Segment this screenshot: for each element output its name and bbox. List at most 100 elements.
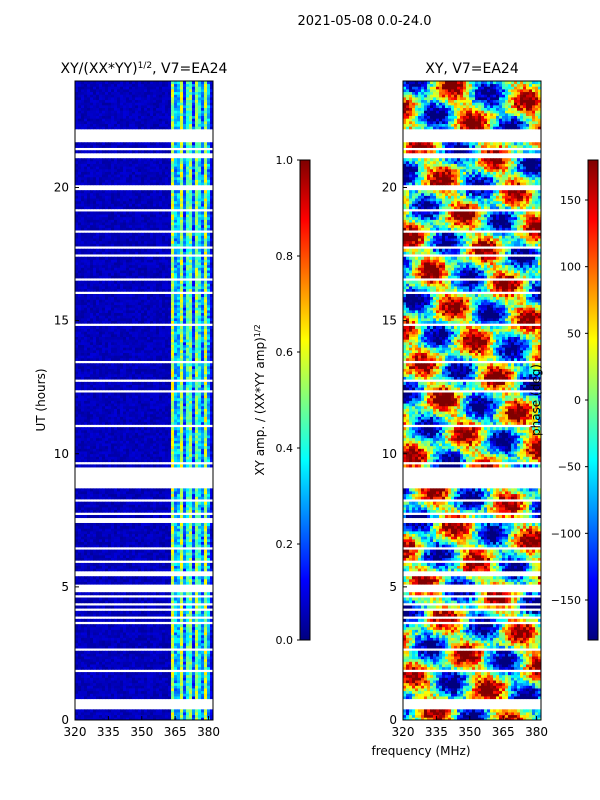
heatmap-cell: [204, 557, 208, 561]
heatmap-cell: [78, 349, 82, 353]
heatmap-cell: [183, 403, 187, 407]
heatmap-cell: [84, 565, 88, 569]
heatmap-cell: [210, 642, 213, 646]
heatmap-cell: [207, 376, 211, 380]
heatmap-cell: [207, 501, 211, 505]
heatmap-cell: [78, 610, 82, 614]
heatmap-cell: [96, 597, 100, 601]
heatmap-cell: [159, 440, 163, 444]
heatmap-cell: [138, 339, 142, 343]
heatmap-cell: [132, 488, 136, 492]
heatmap-cell: [84, 536, 88, 540]
heatmap-cell: [114, 432, 118, 436]
heatmap-cell: [153, 538, 157, 543]
heatmap-cell: [147, 696, 151, 700]
heatmap-cell: [102, 429, 106, 433]
heatmap-cell: [165, 554, 169, 558]
heatmap-cell: [153, 344, 157, 348]
heatmap-cell: [120, 672, 124, 676]
heatmap-cell: [87, 440, 91, 444]
heatmap-cell: [126, 568, 130, 572]
heatmap-cell: [171, 634, 175, 638]
heatmap-cell: [87, 714, 91, 718]
heatmap-cell: [171, 411, 175, 415]
heatmap-cell: [90, 645, 94, 649]
heatmap-cell: [177, 408, 181, 412]
heatmap-cell: [201, 496, 205, 500]
heatmap-cell: [153, 445, 157, 449]
heatmap-cell: [129, 403, 133, 407]
heatmap-cell: [192, 400, 196, 404]
heatmap-cell: [102, 576, 106, 580]
heatmap-cell: [114, 552, 118, 556]
heatmap-cell: [135, 405, 139, 409]
heatmap-cell: [192, 605, 196, 609]
heatmap-cell: [150, 578, 154, 582]
heatmap-cell: [111, 336, 115, 340]
heatmap-cell: [192, 576, 196, 580]
heatmap-cell: [210, 453, 213, 457]
heatmap-cell: [117, 554, 121, 558]
heatmap-cell: [108, 664, 112, 668]
heatmap-cell: [120, 496, 124, 500]
heatmap-cell: [198, 640, 202, 644]
heatmap-cell: [93, 381, 97, 385]
heatmap-cell: [117, 408, 121, 412]
heatmap-cell: [108, 448, 112, 452]
heatmap-cell: [108, 501, 112, 505]
heatmap-cell: [138, 357, 142, 361]
heatmap-cell: [183, 445, 187, 449]
heatmap-cell: [168, 685, 172, 689]
heatmap-cell: [168, 552, 172, 556]
heatmap-cell: [93, 541, 97, 545]
heatmap-cell: [114, 459, 118, 463]
heatmap-cell: [174, 714, 178, 718]
heatmap-cell: [189, 397, 193, 401]
heatmap-cell: [90, 429, 94, 433]
heatmap-cell: [177, 459, 181, 463]
heatmap-cell: [174, 581, 178, 585]
heatmap-cell: [159, 610, 163, 614]
heatmap-cell: [111, 435, 115, 439]
heatmap-cell: [81, 504, 85, 508]
heatmap-cell: [108, 368, 112, 372]
heatmap-cell: [96, 525, 100, 529]
heatmap-cell: [168, 650, 172, 654]
heatmap-cell: [180, 368, 184, 372]
heatmap-cell: [96, 488, 100, 492]
heatmap-cell: [177, 693, 181, 697]
heatmap-cell: [210, 613, 213, 617]
heatmap-cell: [159, 411, 163, 415]
heatmap-cell: [129, 445, 133, 449]
heatmap-cell: [147, 403, 151, 407]
heatmap-cell: [171, 381, 175, 385]
heatmap-cell: [183, 613, 187, 617]
heatmap-cell: [84, 387, 88, 391]
heatmap-cell: [108, 522, 112, 527]
heatmap-cell: [189, 381, 193, 385]
heatmap-cell: [162, 693, 166, 697]
heatmap-cell: [114, 554, 118, 558]
heatmap-cell: [198, 544, 202, 548]
heatmap-cell: [198, 672, 202, 676]
heatmap-cell: [192, 355, 196, 359]
heatmap-cell: [150, 696, 154, 700]
heatmap-cell: [93, 411, 97, 415]
heatmap-cell: [159, 544, 163, 548]
heatmap-cell: [123, 336, 127, 340]
heatmap-cell: [207, 682, 211, 686]
heatmap-cell: [168, 672, 172, 676]
heatmap-cell: [183, 610, 187, 614]
heatmap-cell: [195, 400, 199, 404]
heatmap-cell: [177, 429, 181, 433]
heatmap-cell: [141, 592, 145, 596]
heatmap-cell: [180, 600, 184, 604]
heatmap-cell: [189, 456, 193, 460]
heatmap-cell: [132, 397, 136, 401]
heatmap-cell: [171, 629, 175, 633]
heatmap-cell: [123, 501, 127, 505]
heatmap-cell: [120, 549, 124, 553]
heatmap-cell: [204, 672, 208, 676]
heatmap-cell: [90, 419, 94, 423]
heatmap-cell: [117, 610, 121, 614]
